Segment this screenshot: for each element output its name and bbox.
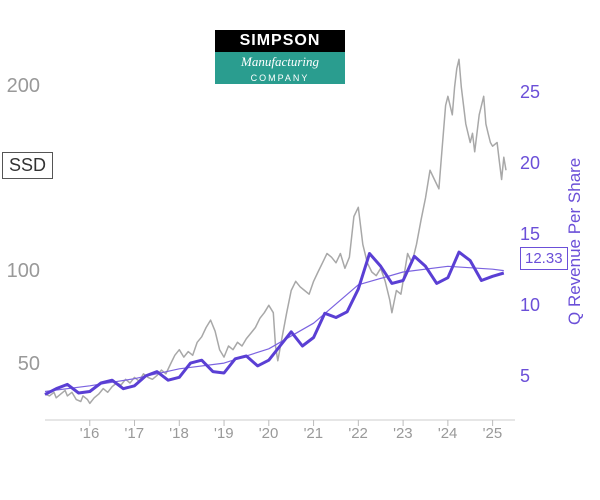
x-tick: '19: [214, 425, 234, 442]
right-axis-title: Q Revenue Per Share: [565, 158, 585, 325]
x-tick: '16: [80, 425, 100, 442]
right-tick: 5: [520, 366, 530, 387]
ticker-label: SSD: [2, 152, 53, 179]
x-tick: '20: [259, 425, 279, 442]
stock-chart: SIMPSON Manufacturing COMPANY SSD 12.33 …: [0, 0, 600, 500]
right-tick: 15: [520, 224, 540, 245]
left-tick: 50: [0, 353, 40, 376]
x-tick: '17: [125, 425, 145, 442]
x-tick: '24: [438, 425, 458, 442]
x-tick: '22: [348, 425, 368, 442]
right-tick: 20: [520, 153, 540, 174]
right-tick: 25: [520, 82, 540, 103]
left-tick: 200: [0, 75, 40, 98]
left-tick: 100: [0, 260, 40, 283]
x-tick: '18: [169, 425, 189, 442]
x-tick: '21: [304, 425, 324, 442]
current-value-label: 12.33: [520, 247, 568, 270]
x-tick: '23: [393, 425, 413, 442]
x-tick: '25: [483, 425, 503, 442]
right-tick: 10: [520, 295, 540, 316]
